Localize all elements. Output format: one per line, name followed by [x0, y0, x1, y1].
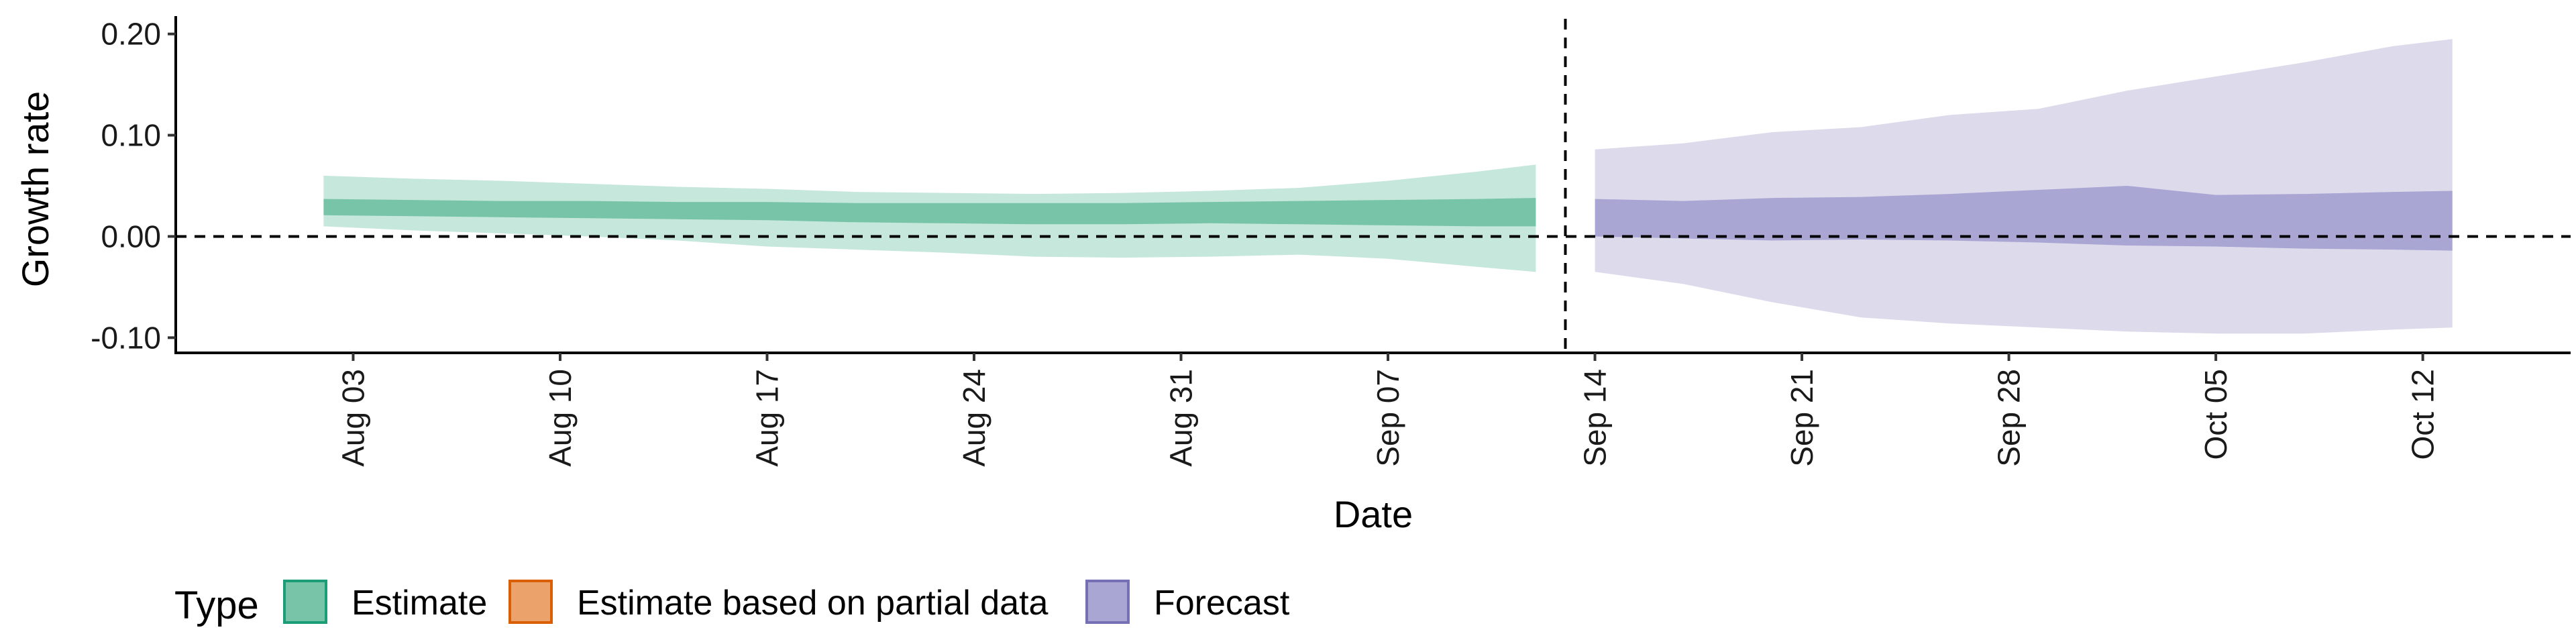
y-tick-label: 0.10	[101, 118, 161, 153]
x-tick-label: Sep 14	[1578, 369, 1613, 467]
x-tick-label: Oct 05	[2198, 369, 2233, 460]
forecast-inner-band	[1595, 186, 2453, 251]
legend: Type Estimate Estimate based on partial d…	[174, 580, 1290, 627]
legend-key-estimate-based-on-partial-data	[508, 580, 553, 624]
x-tick-label: Sep 21	[1784, 369, 1819, 467]
y-tick-label: 0.20	[101, 17, 161, 52]
x-tick-label: Aug 31	[1164, 369, 1199, 467]
y-axis-title: Growth rate	[14, 91, 56, 288]
ticks-layer: 0.20 0.10 0.00 -0.10 Aug 03 Aug 10 Aug 17 Aug 2…	[91, 17, 2440, 467]
x-tick-label: Aug 10	[543, 369, 578, 467]
estimate-inner-band	[323, 198, 1536, 227]
x-tick-label: Oct 12	[2406, 369, 2440, 460]
legend-key-estimate	[283, 580, 327, 624]
x-tick-label: Aug 17	[750, 369, 785, 467]
x-axis-title: Date	[1334, 493, 1413, 535]
y-tick-label: 0.00	[101, 219, 161, 254]
x-tick-label: Sep 07	[1371, 369, 1405, 467]
forecast-outer-band	[1595, 39, 2453, 334]
bands-layer	[323, 39, 2453, 334]
y-tick-label: -0.10	[91, 320, 161, 355]
legend-label-forecast: Forecast	[1154, 584, 1290, 623]
legend-label-estimate-based-on-partial-data: Estimate based on partial data	[577, 584, 1049, 623]
legend-key-forecast	[1085, 580, 1130, 624]
reference-lines	[176, 19, 2571, 353]
legend-title: Type	[174, 584, 259, 627]
axes-layer	[174, 16, 2571, 354]
x-tick-label: Aug 03	[335, 369, 370, 467]
legend-label-estimate: Estimate	[352, 584, 487, 623]
x-tick-label: Aug 24	[957, 369, 991, 467]
x-tick-label: Sep 28	[1992, 369, 2027, 467]
